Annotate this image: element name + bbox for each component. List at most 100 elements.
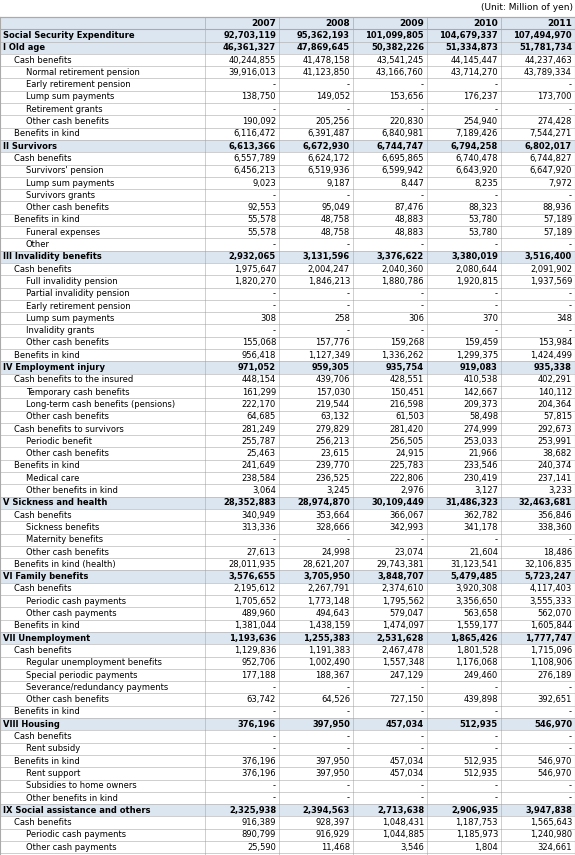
Bar (501, 349, 575, 362)
Bar (0, 165, 205, 177)
Bar (501, 275, 575, 287)
Text: VI Family benefits: VI Family benefits (3, 572, 89, 581)
Text: 3,233: 3,233 (548, 486, 572, 495)
Text: 6,794,258: 6,794,258 (451, 142, 498, 150)
Text: 489,960: 489,960 (242, 609, 276, 618)
Text: Benefits in kind: Benefits in kind (14, 757, 80, 765)
Bar (0, 337, 205, 349)
Text: 3,555,333: 3,555,333 (530, 597, 572, 605)
Text: -: - (273, 683, 276, 692)
Bar (353, 853, 427, 855)
Bar (205, 805, 279, 817)
Bar (501, 570, 575, 583)
Text: 3,376,622: 3,376,622 (377, 252, 424, 262)
Text: -: - (495, 781, 498, 790)
Bar (0, 509, 205, 522)
Bar (353, 607, 427, 620)
Text: 2,004,247: 2,004,247 (308, 265, 350, 274)
Bar (0, 743, 205, 755)
Text: -: - (421, 793, 424, 803)
Text: 439,706: 439,706 (316, 375, 350, 385)
Text: 1,795,562: 1,795,562 (382, 597, 424, 605)
Bar (353, 730, 427, 743)
Bar (0, 522, 205, 534)
Bar (501, 140, 575, 152)
Bar (501, 29, 575, 42)
Text: -: - (347, 781, 350, 790)
Text: 1,773,148: 1,773,148 (308, 597, 350, 605)
Text: 48,883: 48,883 (394, 215, 424, 225)
Text: 370: 370 (482, 314, 498, 323)
Text: 241,649: 241,649 (242, 462, 276, 470)
Bar (501, 177, 575, 189)
Bar (205, 570, 279, 583)
Text: 328,666: 328,666 (315, 523, 350, 532)
Text: -: - (273, 781, 276, 790)
Bar (279, 214, 353, 226)
Bar (205, 410, 279, 423)
Text: 366,067: 366,067 (389, 510, 424, 520)
Text: 107,494,970: 107,494,970 (513, 31, 572, 40)
Bar (205, 140, 279, 152)
Text: 6,744,747: 6,744,747 (377, 142, 424, 150)
Text: 341,178: 341,178 (463, 523, 498, 532)
Bar (279, 29, 353, 42)
Text: 308: 308 (260, 314, 276, 323)
Text: 2,713,638: 2,713,638 (377, 806, 424, 815)
Bar (427, 767, 501, 780)
Text: -: - (421, 707, 424, 716)
Text: 38,682: 38,682 (543, 449, 572, 458)
Bar (205, 165, 279, 177)
Bar (427, 275, 501, 287)
Text: 88,936: 88,936 (543, 203, 572, 212)
Text: 6,695,865: 6,695,865 (381, 154, 424, 163)
Text: 249,460: 249,460 (464, 670, 498, 680)
Bar (205, 743, 279, 755)
Bar (279, 472, 353, 485)
Text: 7,972: 7,972 (548, 179, 572, 187)
Bar (279, 485, 353, 497)
Bar (279, 841, 353, 853)
Text: 2,091,902: 2,091,902 (530, 265, 572, 274)
Text: 140,112: 140,112 (538, 387, 572, 397)
Text: Cash benefits: Cash benefits (14, 56, 72, 64)
Text: 428,551: 428,551 (390, 375, 424, 385)
Text: 28,011,935: 28,011,935 (228, 560, 276, 569)
Bar (279, 817, 353, 828)
Bar (279, 362, 353, 374)
Text: 6,456,213: 6,456,213 (233, 166, 276, 175)
Bar (427, 743, 501, 755)
Bar (353, 177, 427, 189)
Bar (0, 853, 205, 855)
Bar (501, 398, 575, 410)
Text: 24,915: 24,915 (395, 449, 424, 458)
Bar (0, 485, 205, 497)
Text: 2010: 2010 (473, 19, 498, 27)
Bar (501, 853, 575, 855)
Text: 2,976: 2,976 (400, 486, 424, 495)
Text: 6,672,930: 6,672,930 (303, 142, 350, 150)
Bar (353, 275, 427, 287)
Text: -: - (273, 707, 276, 716)
Text: -: - (347, 326, 350, 335)
Bar (353, 103, 427, 115)
Bar (427, 398, 501, 410)
Bar (205, 17, 279, 29)
Text: 562,070: 562,070 (538, 609, 572, 618)
Bar (0, 730, 205, 743)
Bar (427, 300, 501, 312)
Text: Cash benefits: Cash benefits (14, 265, 72, 274)
Text: 935,338: 935,338 (534, 363, 572, 372)
Bar (353, 792, 427, 805)
Bar (205, 435, 279, 447)
Bar (0, 497, 205, 509)
Text: -: - (347, 302, 350, 310)
Bar (501, 312, 575, 325)
Bar (353, 226, 427, 239)
Bar (0, 398, 205, 410)
Bar (0, 805, 205, 817)
Bar (353, 472, 427, 485)
Text: 279,829: 279,829 (316, 425, 350, 433)
Bar (279, 152, 353, 165)
Bar (279, 545, 353, 558)
